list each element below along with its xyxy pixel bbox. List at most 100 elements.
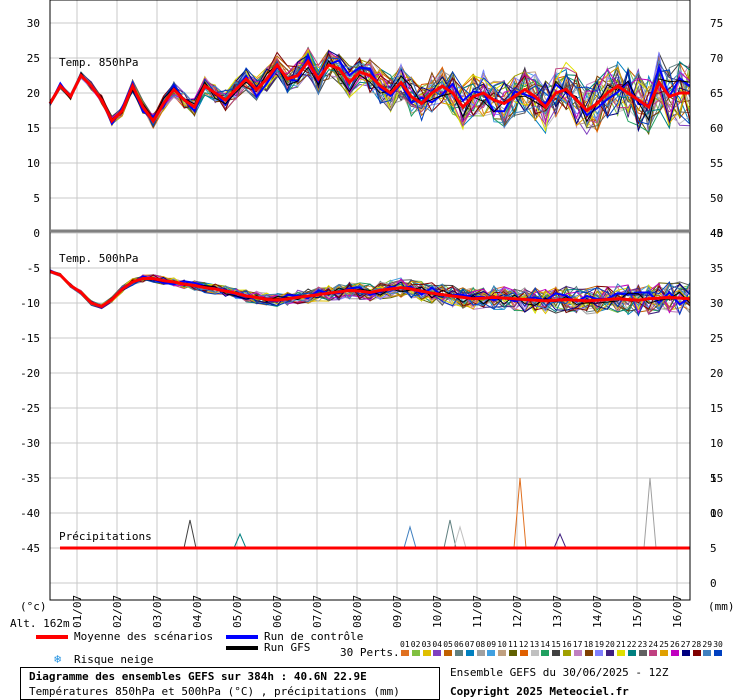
member-id-label: 16: [562, 640, 572, 649]
precip-spike: [184, 520, 196, 548]
y-tick-label-right-850: 55: [710, 157, 723, 170]
member-id-label: 20: [605, 640, 615, 649]
precip-spike: [404, 527, 416, 548]
member-color-swatch: [563, 650, 571, 656]
y-tick-label-850: 20: [27, 87, 40, 100]
precip-tick-label: 10: [710, 507, 723, 520]
member-color-swatch: [552, 650, 560, 656]
member-id-label: 08: [476, 640, 486, 649]
member-color-swatch: [412, 650, 420, 656]
y-tick-label-500: -10: [20, 297, 40, 310]
panel-label-precip: Précipitations: [59, 530, 152, 543]
y-tick-label-right-500: 35: [710, 262, 723, 275]
member-color-swatch: [703, 650, 711, 656]
member-id-label: 06: [454, 640, 464, 649]
member-color-swatch: [433, 650, 441, 656]
member-color-swatch: [595, 650, 603, 656]
member-color-swatch: [455, 650, 463, 656]
member-color-swatch: [509, 650, 517, 656]
member-id-label: 23: [638, 640, 648, 649]
panel-label-850: Temp. 850hPa: [59, 56, 138, 69]
member-id-label: 02: [411, 640, 421, 649]
y-tick-label-850: 5: [33, 192, 40, 205]
y-tick-label-right-850: 75: [710, 17, 723, 30]
member-color-swatch: [498, 650, 506, 656]
y-tick-label-850: 0: [33, 227, 40, 240]
title-box: Diagramme des ensembles GEFS sur 384h : …: [20, 667, 440, 700]
run-info: Ensemble GEFS du 30/06/2025 - 12Z: [450, 666, 669, 679]
member-color-swatch: [466, 650, 474, 656]
member-color-swatch: [531, 650, 539, 656]
precip-tick-label: 15: [710, 472, 723, 485]
y-tick-label-500: -20: [20, 367, 40, 380]
member-id-label: 11: [508, 640, 518, 649]
right-unit: (mm): [708, 600, 735, 613]
y-tick-label-500: -5: [27, 262, 40, 275]
precip-spike: [554, 534, 566, 548]
y-tick-label-right-500: 20: [710, 367, 723, 380]
member-id-label: 15: [551, 640, 561, 649]
member-id-label: 07: [465, 640, 475, 649]
member-id-label: 09: [486, 640, 496, 649]
member-color-swatch: [477, 650, 485, 656]
member-id-label: 17: [573, 640, 583, 649]
member-color-swatch: [541, 650, 549, 656]
member-color-swatch: [401, 650, 409, 656]
snow-legend-label: Risque neige: [74, 653, 153, 666]
member-id-label: 26: [670, 640, 680, 649]
member-color-swatch: [487, 650, 495, 656]
member-id-label: 19: [594, 640, 604, 649]
y-tick-label-500: -30: [20, 437, 40, 450]
member-id-label: 12: [519, 640, 529, 649]
precip-spike: [444, 520, 456, 548]
gfs-legend-label: Run GFS: [264, 641, 310, 654]
y-tick-label-500: -35: [20, 472, 40, 485]
member-id-label: 27: [681, 640, 691, 649]
y-tick-label-right-850: 60: [710, 122, 723, 135]
y-tick-label-right-500: 25: [710, 332, 723, 345]
y-tick-label-850: 30: [27, 17, 40, 30]
precip-tick-label: 5: [710, 542, 717, 555]
y-tick-label-850: 10: [27, 157, 40, 170]
y-tick-label-right-850: 70: [710, 52, 723, 65]
member-color-swatch: [423, 650, 431, 656]
member-color-swatch: [639, 650, 647, 656]
y-tick-label-right-500: 30: [710, 297, 723, 310]
y-tick-label-850: 25: [27, 52, 40, 65]
gefs-ensemble-chart: 01/07 02/07 03/07 04/07 05/07 06/07 07/07 08/07…: [0, 0, 740, 640]
y-tick-label-right-850: 50: [710, 192, 723, 205]
member-color-swatch: [617, 650, 625, 656]
precip-spike: [234, 534, 246, 548]
member-id-label: 05: [443, 640, 453, 649]
member-id-label: 14: [540, 640, 550, 649]
precip-tick-label: 0: [710, 577, 717, 590]
member-id-label: 22: [627, 640, 637, 649]
member-color-swatch: [660, 650, 668, 656]
member-color-swatch: [714, 650, 722, 656]
member-id-label: 03: [422, 640, 432, 649]
y-tick-label-500: -15: [20, 332, 40, 345]
y-tick-label-right-500: 40: [710, 227, 723, 240]
member-id-label: 13: [530, 640, 540, 649]
member-id-label: 21: [616, 640, 626, 649]
member-color-swatch: [444, 650, 452, 656]
member-id-label: 30: [713, 640, 723, 649]
altitude-label: Alt. 162m: [10, 617, 70, 630]
y-tick-label-right-850: 65: [710, 87, 723, 100]
mean-legend-swatch: [36, 635, 68, 639]
member-id-label: 10: [497, 640, 507, 649]
y-tick-label-850: 15: [27, 122, 40, 135]
member-id-label: 24: [648, 640, 658, 649]
member-color-swatch: [606, 650, 614, 656]
gfs-legend-swatch: [226, 646, 258, 650]
member-color-swatch: [671, 650, 679, 656]
mean-legend-label: Moyenne des scénarios: [74, 630, 213, 643]
member-color-swatch: [693, 650, 701, 656]
y-tick-label-right-500: 15: [710, 402, 723, 415]
member-color-swatch: [585, 650, 593, 656]
member-color-swatch: [628, 650, 636, 656]
chart-title: Diagramme des ensembles GEFS sur 384h : …: [29, 670, 367, 683]
member-id-label: 18: [584, 640, 594, 649]
member-id-label: 04: [432, 640, 442, 649]
member-id-label: 01: [400, 640, 410, 649]
